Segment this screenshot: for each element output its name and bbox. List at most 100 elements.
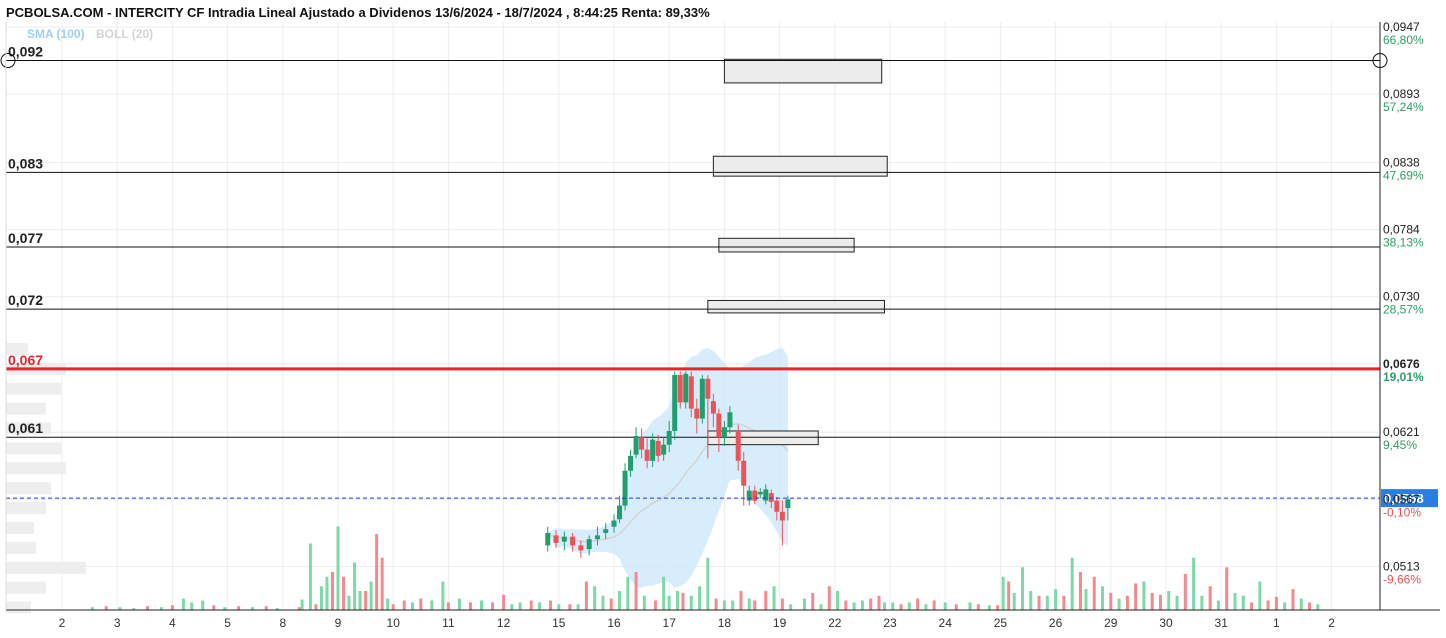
volume-bar [118,607,122,610]
volume-bar [869,598,873,610]
x-tick-label: 24 [939,616,953,630]
y-tick-price: 0,0567 [1383,492,1420,506]
volume-bar [753,600,757,610]
candle-body [688,376,694,409]
volume-bar [146,606,150,610]
volume-bar [1266,600,1270,610]
volume-profile-bar [6,442,61,455]
candle-body [741,460,747,486]
volume-bar [1117,598,1121,610]
volume-bar [518,602,522,610]
bollinger-band [547,347,789,588]
volume-bar [1078,572,1082,610]
volume-bar [584,581,588,610]
volume-bar [237,606,241,610]
volume-bar [1001,576,1005,610]
volume-bar [996,605,1000,610]
volume-bar [510,604,514,610]
candle-body [578,545,584,551]
volume-bar [780,598,784,610]
volume-bar [480,600,484,610]
volume-bar [132,608,136,610]
x-tick-label: 17 [663,616,677,630]
volume-bar [1208,586,1212,610]
volume-bar [681,592,685,610]
volume-bar [1062,595,1066,610]
volume-bar [1037,595,1041,610]
candles [545,371,791,558]
volume-bar [557,604,561,610]
volume-bar [325,576,329,610]
candle-body [763,489,769,501]
candle-body [603,529,609,533]
candle-body [622,470,628,506]
volume-bar [772,586,776,610]
volume-bar [1192,557,1196,610]
volume-bar [987,605,991,610]
volume-bar [642,595,646,610]
volume-bar [369,581,373,610]
volume-bar [844,600,848,610]
volume-bar [601,595,605,610]
y-tick-price: 0,0838 [1383,155,1420,169]
x-tick-label: 19 [773,616,787,630]
volume-bar [609,598,613,610]
candle-body [785,499,791,509]
legend-sma: SMA (100) [27,27,85,41]
volume-bar [827,586,831,610]
volume-bar [380,557,384,610]
volume-bar [1012,592,1016,610]
volume-bar [924,604,928,610]
candle-body [655,440,661,456]
candle-body [644,449,650,461]
volume-bar [1045,595,1049,610]
x-tick-label: 25 [994,616,1008,630]
volume-bar [223,607,227,610]
volume-bar [1109,592,1113,610]
volume-bar [764,591,768,610]
volume-bar [1283,602,1287,610]
x-tick-label: 11 [442,616,455,630]
volume-profile-bar [6,502,46,515]
volume-bar [402,600,406,610]
candle-body [721,427,727,438]
y-tick-percent: 9,45% [1383,438,1417,452]
volume-bar [1150,592,1154,610]
y-tick-percent: -0,10% [1383,505,1421,519]
candle-body [699,378,705,419]
chart-title: PCBOLSA.COM - INTERCITY CF Intradia Line… [6,5,710,20]
current-price-badge [1381,489,1438,508]
volume-bar [375,534,379,610]
candle-body [727,412,733,428]
candle-body [650,439,656,461]
volume-bar [1084,589,1088,610]
x-tick-label: 9 [335,616,342,630]
volume-bar [976,604,980,610]
candle-body [561,536,567,542]
volume-bar [968,602,972,610]
candle-body [617,505,623,520]
volume-profile-bar [6,541,36,554]
level-label: 0,083 [8,155,43,171]
volume-bar [1020,567,1024,610]
candle-body [586,539,592,550]
x-tick-label: 10 [387,616,401,630]
volume-bar [457,598,461,610]
volume-bar [618,591,622,610]
volume-bar [698,586,702,610]
x-tick-label: 26 [1049,616,1063,630]
volume-profile-bar [6,462,66,475]
candle-body [757,491,763,495]
resistance-zone [712,155,888,177]
x-tick-label: 5 [224,616,231,630]
candle-body [779,511,785,521]
candle-body [639,437,645,450]
volume-bar [747,598,751,610]
volume-bar [891,602,895,610]
level-label: 0,072 [8,292,43,308]
volume-bar [1125,595,1129,610]
volume-bar [190,602,194,610]
volume-profile-bar [6,561,86,574]
volume-bar [90,607,94,610]
